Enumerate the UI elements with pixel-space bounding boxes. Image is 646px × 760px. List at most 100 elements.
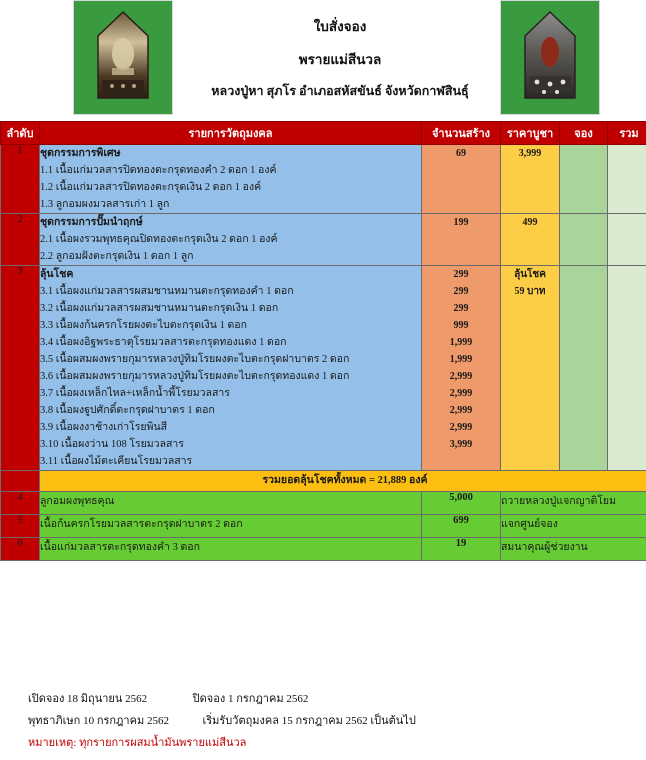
page-title: ใบสั่งจอง (313, 19, 367, 34)
order-table: ลำดับ รายการวัตถุมงคล จำนวนสร้าง ราคาบูช… (0, 121, 646, 561)
column-header-book: จอง (559, 121, 608, 145)
table-row: 3 ลุ้นโชค 3.1 เนื้อผงแก่มวลสารผสมชานหมาน… (0, 265, 646, 471)
summary-row: รวมยอดลุ้นโชคทั้งหมด = 21,889 องค์ (0, 470, 646, 492)
row-description: ชุดกรรมการพิเศษ 1.1 เนื้อแก่มวลสารปิดทอง… (39, 144, 422, 214)
column-header-quantity: จำนวนสร้าง (421, 121, 501, 145)
table-row: 1 ชุดกรรมการพิเศษ 1.1 เนื้อแก่มวลสารปิดท… (0, 144, 646, 214)
item-line: 2.1 เนื้อผงรวมพุทธคุณปิดทองตะกรุดเงิน 2 … (40, 234, 278, 245)
column-header-price: ราคาบูชา (500, 121, 560, 145)
row-number: 4 (0, 491, 40, 515)
table-header-row: ลำดับ รายการวัตถุมงคล จำนวนสร้าง ราคาบูช… (0, 121, 646, 145)
row-number: 5 (0, 514, 40, 538)
qty-value: 69 (456, 148, 466, 159)
row-price: 499 (500, 213, 560, 266)
column-header-description: รายการวัตถุมงคล (39, 121, 422, 145)
page-temple-line: หลวงปู่หา สุภโร อำเภอสหัสขันธ์ จังหวัดกา… (211, 84, 469, 98)
page-header: ใบสั่งจอง พรายแม่สีนวล หลวงปู่หา สุภโร อ… (0, 0, 646, 121)
price-value: ลุ้นโชค (514, 269, 546, 280)
qty-value: 1,999 (449, 354, 473, 365)
item-line: 3.1 เนื้อผงแก่มวลสารผสมชานหมานตะกรุดทองค… (40, 286, 294, 297)
row-quantity: 69 (421, 144, 501, 214)
table-row: 4 ลูกอมผงพุทธคุณ 5,000 ถวายหลวงปู่แจกญาต… (0, 491, 646, 515)
item-line: 3.11 เนื้อผงไม้ตะเคียนโรยมวลสาร (40, 456, 193, 467)
qty-value: 299 (453, 286, 469, 297)
qty-value: 999 (453, 320, 469, 331)
row-note: แจกศูนย์จอง (500, 514, 646, 538)
row-booking-cell[interactable] (559, 213, 608, 266)
row-price: ลุ้นโชค 59 บาท (500, 265, 560, 471)
row-total-cell[interactable] (607, 144, 646, 214)
row-quantity: 19 (421, 537, 501, 561)
item-line: 3.3 เนื้อผงก้นครกโรยผงตะไบตะกรุดเงิน 1 ด… (40, 320, 247, 331)
qty-value: 2,999 (449, 371, 473, 382)
row-quantity: 199 (421, 213, 501, 266)
item-line: 1.3 ลูกอมผงมวลสารเก่า 1 ลูก (40, 199, 170, 210)
item-line: 3.4 เนื้อผงอิฐพระธาตุโรยมวลสารตะกรุดทองแ… (40, 337, 287, 348)
page-subtitle: พรายแม่สีนวล (298, 51, 382, 67)
item-line: 3.9 เนื้อผงงาช้างเก่าโรยพินสี (40, 422, 168, 433)
row-description: ลูกอมผงพุทธคุณ (39, 491, 422, 515)
row-note: สมนาคุณผู้ช่วยงาน (500, 537, 646, 561)
price-value: 3,999 (518, 148, 542, 159)
qty-value: 199 (453, 217, 469, 228)
amulet-left-icon (97, 10, 149, 99)
row-total-cell[interactable] (607, 265, 646, 471)
price-value: 499 (522, 217, 538, 228)
qty-value: 2,999 (449, 388, 473, 399)
summary-row-number (0, 470, 40, 492)
table-row: 2 ชุดกรรมการปั๊มนำฤกษ์ 2.1 เนื้อผงรวมพุท… (0, 213, 646, 266)
qty-value: 2,999 (449, 422, 473, 433)
item-line: 1.2 เนื้อแก่มวลสารปิดทองตะกรุดเงิน 2 ดอก… (40, 182, 262, 193)
row-booking-cell[interactable] (559, 144, 608, 214)
row-total-cell[interactable] (607, 213, 646, 266)
item-line: ชุดกรรมการพิเศษ (40, 148, 121, 159)
column-header-no: ลำดับ (0, 121, 40, 145)
row-number: 1 (0, 144, 40, 214)
footer-dates-row: เปิดจอง 18 มิถุนายน 2562 ปิดจอง 1 กรกฎาค… (28, 688, 646, 710)
price-value: 59 บาท (514, 286, 546, 297)
row-price: 3,999 (500, 144, 560, 214)
qty-value: 2,999 (449, 405, 473, 416)
item-line: 1.1 เนื้อแก่มวลสารปิดทองตะกรุดทองคำ 2 ดอ… (40, 165, 277, 176)
item-line: 3.7 เนื้อผงเหล็กไหล+เหล็กน้ำพี้โรยมวลสาร (40, 388, 230, 399)
item-line: 3.6 เนื้อผสมผงพรายกุมารหลวงปู่ทิมโรยผงตะ… (40, 371, 350, 382)
row-quantity: 299 299 299 999 1,999 1,999 2,999 2,999 … (421, 265, 501, 471)
header-titles: ใบสั่งจอง พรายแม่สีนวล หลวงปู่หา สุภโร อ… (180, 20, 500, 98)
item-line: 2.2 ลูกอมฝังตะกรุดเงิน 1 ดอก 1 ลูก (40, 251, 194, 262)
row-description: เนื้อแก่มวลสารตะกรุดทองคำ 3 ดอก (39, 537, 422, 561)
footer-ceremony-row: พุทธาภิเษก 10 กรกฎาคม 2562 เริ่มรับวัตถุ… (28, 710, 646, 732)
page-footer: เปิดจอง 18 มิถุนายน 2562 ปิดจอง 1 กรกฎาค… (0, 688, 646, 754)
qty-value: 299 (453, 303, 469, 314)
item-line: ลุ้นโชค (40, 269, 74, 280)
row-note: ถวายหลวงปู่แจกญาติโยม (500, 491, 646, 515)
summary-total-label: รวมยอดลุ้นโชคทั้งหมด = 21,889 องค์ (39, 470, 646, 492)
qty-value: 3,999 (449, 439, 473, 450)
row-number: 3 (0, 265, 40, 471)
row-booking-cell[interactable] (559, 265, 608, 471)
item-line: ชุดกรรมการปั๊มนำฤกษ์ (40, 217, 143, 228)
row-quantity: 5,000 (421, 491, 501, 515)
qty-value: 299 (453, 269, 469, 280)
footer-note: หมายเหตุ: ทุกรายการผสมน้ำมันพรายแม่สีนวล (28, 737, 247, 749)
row-quantity: 699 (421, 514, 501, 538)
item-line: 3.8 เนื้อผงฐูปศักดิ์ตะกรุดฝาบาตร 1 ดอก (40, 405, 215, 416)
column-header-total: รวม (607, 121, 646, 145)
order-table-wrapper: ลำดับ รายการวัตถุมงคล จำนวนสร้าง ราคาบูช… (0, 121, 646, 561)
item-line: 3.5 เนื้อผสมผงพรายกุมารหลวงปู่ทิมโรยผงตะ… (40, 354, 350, 365)
qty-value: 1,999 (449, 337, 473, 348)
row-description: เนื้อก้นครกโรยมวลสารตะกรุดฝาบาตร 2 ดอก (39, 514, 422, 538)
open-booking-date: เปิดจอง 18 มิถุนายน 2562 (28, 693, 148, 705)
consecration-date: พุทธาภิเษก 10 กรกฎาคม 2562 (28, 715, 169, 727)
item-line: 3.2 เนื้อผงแก่มวลสารผสมชานหมานตะกรุดเงิน… (40, 303, 279, 314)
row-description: ชุดกรรมการปั๊มนำฤกษ์ 2.1 เนื้อผงรวมพุทธค… (39, 213, 422, 266)
amulet-photo-right (500, 0, 600, 115)
table-row: 6 เนื้อแก่มวลสารตะกรุดทองคำ 3 ดอก 19 สมน… (0, 537, 646, 561)
item-line: 3.10 เนื้อผงว่าน 108 โรยมวลสาร (40, 439, 184, 450)
row-number: 2 (0, 213, 40, 266)
amulet-right-icon (524, 10, 576, 99)
row-number: 6 (0, 537, 40, 561)
row-description: ลุ้นโชค 3.1 เนื้อผงแก่มวลสารผสมชานหมานตะ… (39, 265, 422, 471)
amulet-photo-left (73, 0, 173, 115)
close-booking-date: ปิดจอง 1 กรกฎาคม 2562 (192, 693, 309, 705)
pickup-date: เริ่มรับวัตถุมงคล 15 กรกฎาคม 2562 เป็นต้… (202, 715, 416, 727)
